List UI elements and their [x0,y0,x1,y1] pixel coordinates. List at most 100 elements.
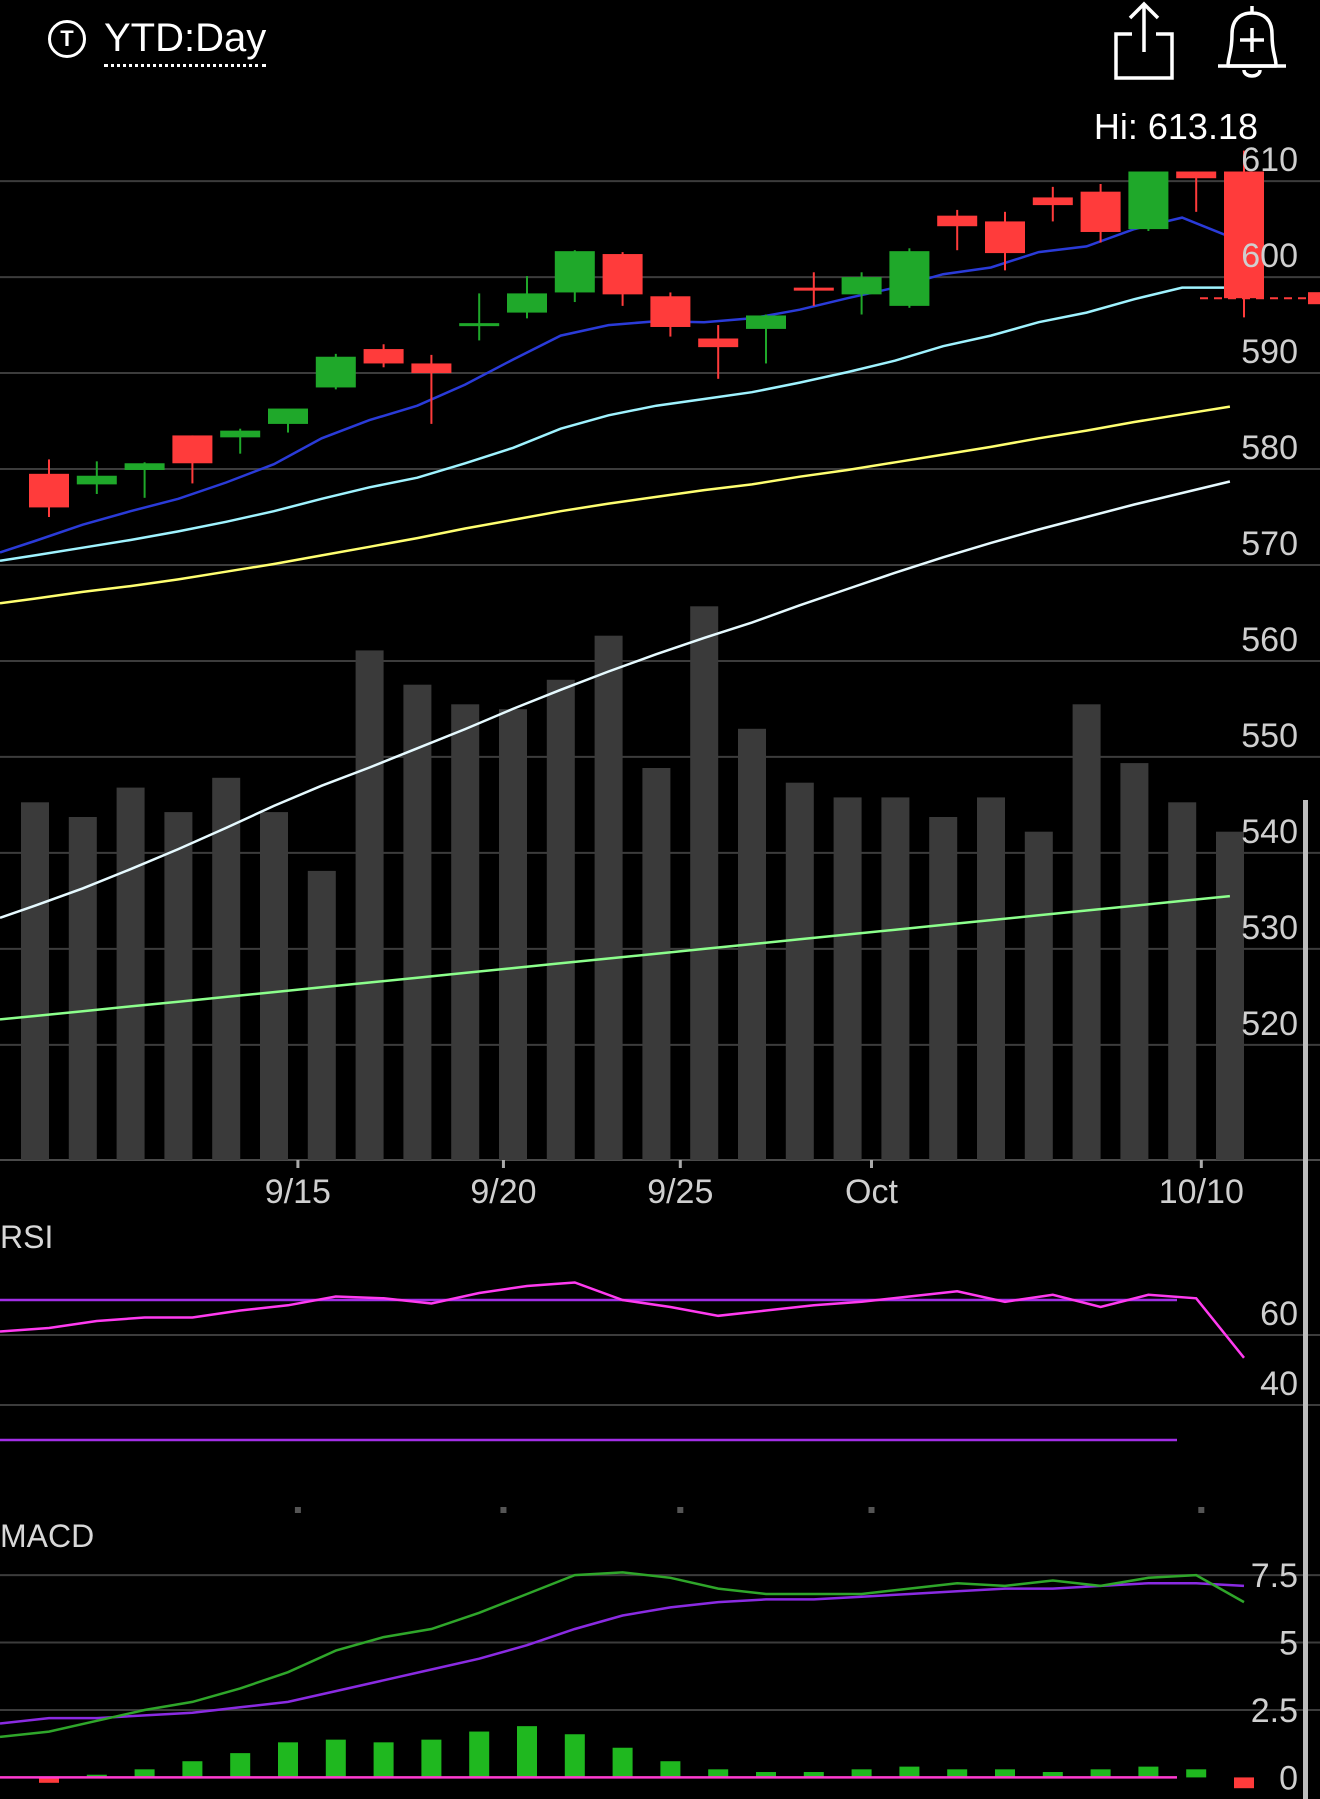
price-tick-label: 570 [1241,525,1298,563]
session-high-label: Hi: 613.18 [1093,106,1258,147]
macd-histogram-bar [182,1761,203,1778]
macd-histogram-bar [995,1769,1015,1778]
last-price-marker [1308,292,1320,305]
volume-bar [833,797,862,1160]
date-tick-label: Oct [845,1173,898,1211]
candle-body [220,430,261,438]
macd-tick-label: 7.5 [1251,1557,1298,1595]
macd-histogram-bar [134,1769,155,1778]
volume-bar [977,797,1005,1160]
macd-histogram-bar [660,1761,681,1778]
ticker-type-icon[interactable]: T [48,20,86,58]
macd-histogram-bar [564,1734,585,1778]
moving-average-line [0,480,1231,919]
macd-histogram-bar [278,1742,298,1778]
volume-bar [546,679,575,1160]
macd-histogram-bar [612,1747,633,1778]
macd-histogram-bar [517,1726,537,1778]
date-tick-label: 10/10 [1159,1173,1244,1211]
candlesticks [29,150,1320,518]
volume-bar [116,787,145,1160]
candle-body [746,315,786,329]
volume-bar [451,704,480,1160]
price-tick-label: 610 [1241,141,1298,179]
macd-histogram-bar [421,1739,442,1778]
volume-bar [1120,763,1149,1160]
scrollbar[interactable] [1303,800,1308,1799]
candle-body [698,338,739,348]
candle-body [268,408,308,424]
rsi-date-tick [677,1507,684,1513]
candle-body [554,251,595,293]
candle-body [507,293,547,313]
rsi-date-tick [294,1507,301,1513]
macd-tick-label: 5 [1279,1625,1298,1663]
macd-histogram-bar [803,1772,824,1778]
macd-histogram-bar [230,1753,251,1778]
rsi-tick-label: 40 [1260,1365,1298,1403]
volume-bar [642,768,671,1160]
candle-body [1080,191,1121,232]
candle-body [650,296,691,327]
volume-bar [164,812,193,1160]
rsi-tick-label: 60 [1260,1295,1298,1333]
share-icon [1114,1,1174,80]
rsi-line [0,1281,1245,1359]
timeframe-selector[interactable]: YTD:Day [104,14,267,67]
bell-plus-icon [1218,6,1286,78]
candle-body [937,215,978,227]
rsi-label: RSI [0,1219,53,1255]
share-button[interactable] [1112,0,1176,82]
volume-bar [881,797,910,1160]
volume-bar [68,817,97,1160]
macd-histogram-bar [851,1769,872,1778]
candle-body [459,323,500,327]
macd-signal-line [0,1581,1245,1725]
candle-body [889,251,930,306]
volume-bar [260,812,288,1160]
date-tick-label: 9/15 [265,1173,331,1211]
moving-average-line [0,286,1230,563]
price-tick-label: 540 [1241,813,1298,851]
price-tick-label: 560 [1241,621,1298,659]
price-tick-label: 590 [1241,333,1298,371]
macd-histogram-bar [1234,1777,1254,1789]
macd-histogram-bar [708,1769,729,1778]
macd-panel: MACD 7.5 5 2.5 0 [0,1518,1320,1797]
price-tick-label: 550 [1241,717,1298,755]
candle-body [411,363,452,374]
price-tick-label: 530 [1241,909,1298,947]
price-alert-button[interactable] [1214,0,1290,82]
macd-histogram-bar [756,1772,776,1778]
volume-bars [21,606,1244,1160]
candle-body [76,475,117,485]
macd-line [0,1571,1245,1739]
moving-average-line [0,405,1231,605]
macd-tick-label: 2.5 [1251,1692,1298,1730]
moving-average-lines [0,216,1231,1021]
date-tick-label: 9/25 [647,1173,713,1211]
volume-bar [355,650,384,1160]
macd-histogram-bar [373,1742,394,1778]
price-tick-label: 580 [1241,429,1298,467]
candle-body [602,254,643,295]
volume-bar [594,635,623,1160]
macd-tick-label: 0 [1279,1759,1298,1797]
rsi-date-tick [1198,1507,1205,1513]
candle-body [841,277,882,295]
volume-bar [212,777,241,1160]
rsi-date-tick [868,1507,875,1513]
volume-bar [1168,802,1197,1160]
candle-body [1176,171,1217,179]
candle-body [1128,171,1169,230]
macd-histogram-bar [1090,1769,1111,1778]
candle-body [315,356,356,388]
macd-histogram-bar [947,1769,968,1778]
volume-bar [785,782,814,1160]
date-tick-label: 9/20 [470,1173,536,1211]
price-tick-label: 520 [1241,1005,1298,1043]
volume-bar [1072,704,1101,1160]
macd-histogram-bar [325,1739,346,1778]
volume-bar [403,684,432,1160]
